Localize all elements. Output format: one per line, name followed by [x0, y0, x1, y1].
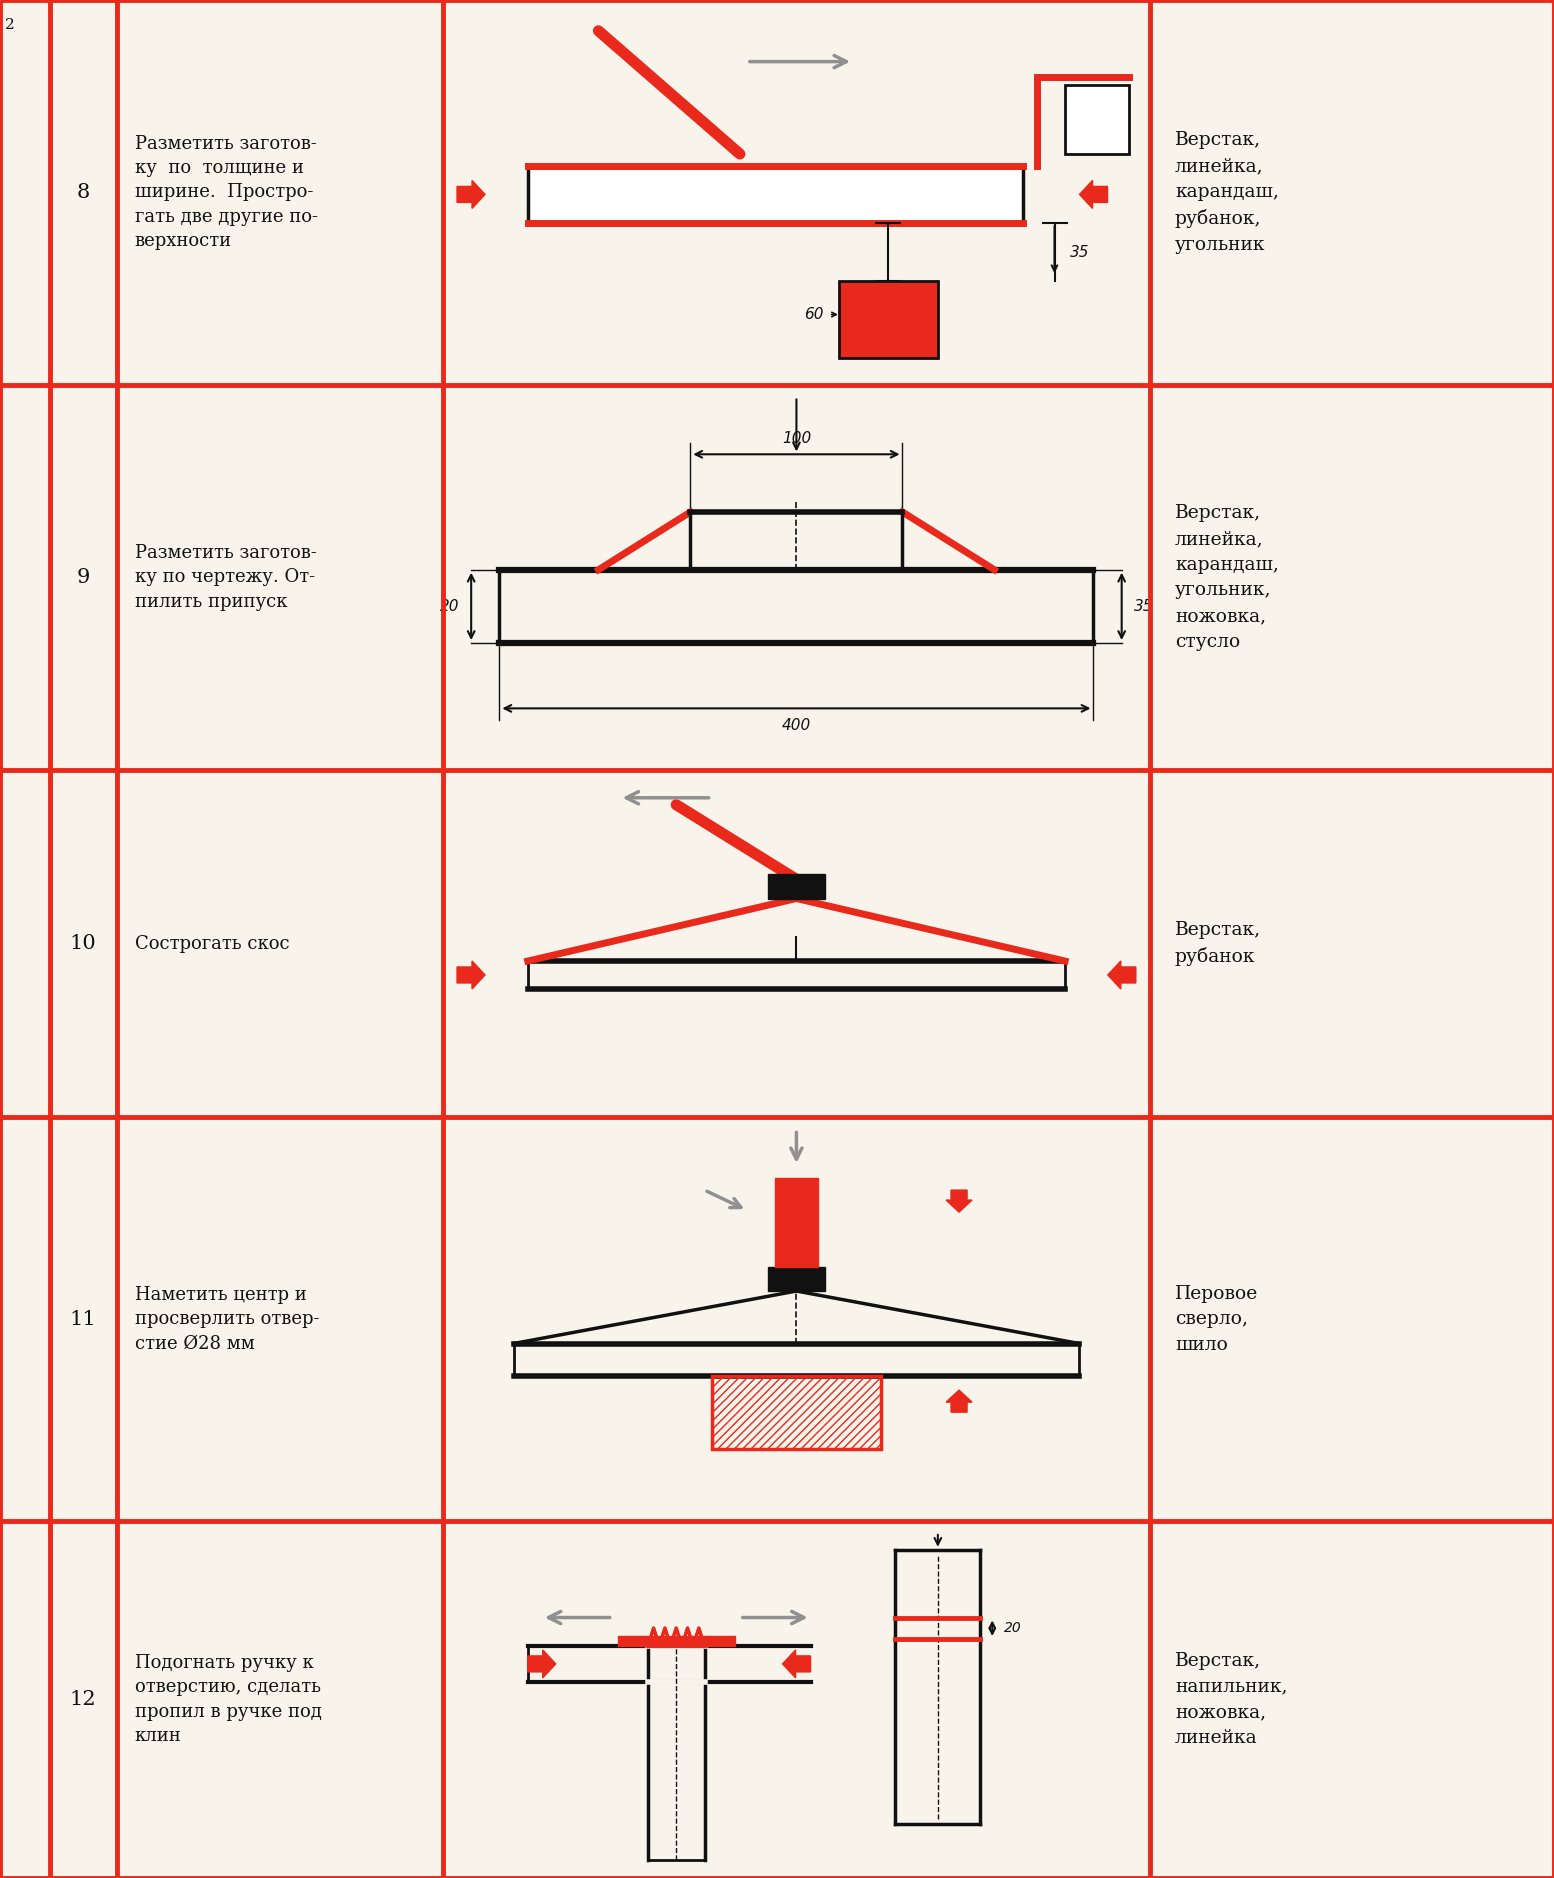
Text: Разметить заготов-
ку по чертежу. От-
пилить припуск: Разметить заготов- ку по чертежу. От- пи… [135, 545, 317, 610]
Polygon shape [1080, 180, 1108, 208]
Text: 100: 100 [782, 432, 811, 447]
Text: 400: 400 [782, 719, 811, 734]
Text: 35: 35 [1069, 244, 1089, 259]
Text: 35: 35 [1134, 599, 1153, 614]
Text: Сострогать скос: Сострогать скос [135, 935, 289, 952]
Text: 2: 2 [5, 19, 14, 32]
Polygon shape [1108, 962, 1136, 990]
Bar [1064, 85, 1128, 154]
Polygon shape [457, 962, 485, 990]
Text: 10: 10 [70, 933, 96, 954]
Bar [839, 282, 937, 359]
Polygon shape [528, 1651, 556, 1677]
Polygon shape [946, 1390, 973, 1412]
Bar [712, 1377, 881, 1448]
Text: Верстак,
напильник,
ножовка,
линейка: Верстак, напильник, ножовка, линейка [1175, 1653, 1287, 1747]
Text: Верстак,
рубанок: Верстак, рубанок [1175, 920, 1262, 967]
Text: Разметить заготов-
ку  по  толщине и
ширине.  Простро-
гать две другие по-
верхн: Разметить заготов- ку по толщине и ширин… [135, 135, 317, 250]
Text: Верстак,
линейка,
карандаш,
угольник,
ножовка,
стусло: Верстак, линейка, карандаш, угольник, но… [1175, 503, 1279, 652]
Text: 20: 20 [440, 599, 458, 614]
Bar [768, 875, 825, 898]
Text: 9: 9 [76, 567, 90, 588]
Bar [618, 1636, 735, 1645]
Bar [775, 1178, 817, 1268]
Text: 8: 8 [76, 182, 90, 203]
Text: Верстак,
линейка,
карандаш,
рубанок,
угольник: Верстак, линейка, карандаш, рубанок, уго… [1175, 131, 1279, 254]
Polygon shape [783, 1651, 811, 1677]
Polygon shape [457, 180, 485, 208]
Bar [768, 1268, 825, 1290]
Text: Подогнать ручку к
отверстию, сделать
пропил в ручке под
клин: Подогнать ручку к отверстию, сделать про… [135, 1655, 322, 1745]
Text: 11: 11 [70, 1309, 96, 1330]
Text: Наметить центр и
просверлить отвер-
стие Ø28 мм: Наметить центр и просверлить отвер- стие… [135, 1286, 319, 1352]
Text: 60: 60 [805, 306, 824, 321]
Text: 12: 12 [70, 1690, 96, 1709]
Text: Перовое
сверло,
шило: Перовое сверло, шило [1175, 1285, 1259, 1354]
Bar [712, 1377, 881, 1448]
Text: 20: 20 [1004, 1621, 1023, 1636]
Bar [839, 282, 937, 359]
Polygon shape [946, 1191, 973, 1211]
Bar [528, 165, 1023, 223]
